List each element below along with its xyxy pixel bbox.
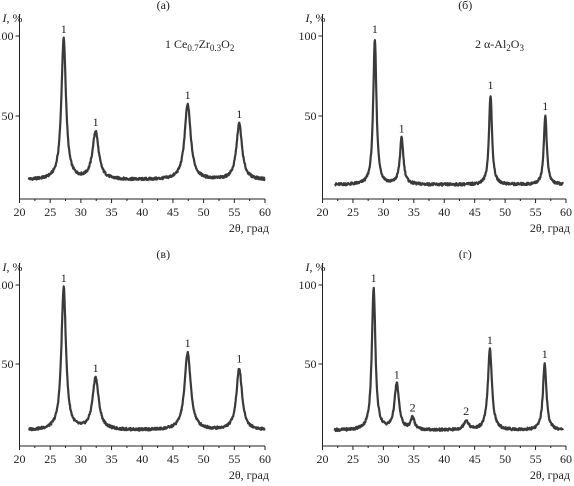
x-tick-label: 45 xyxy=(167,205,179,219)
y-tick-label: 50 xyxy=(305,357,317,371)
y-tick-label: 100 xyxy=(0,29,14,43)
x-tick-label: 35 xyxy=(106,452,118,466)
x-tick-label: 55 xyxy=(228,452,240,466)
panel-label: (в) xyxy=(156,247,170,261)
x-tick-label: 30 xyxy=(75,205,87,219)
peak-label: 1 xyxy=(185,88,191,102)
peak-label: 1 xyxy=(394,368,400,382)
x-tick-label: 35 xyxy=(408,452,420,466)
peak-label: 1 xyxy=(371,271,377,285)
x-tick-label: 55 xyxy=(530,205,542,219)
x-tick-label: 50 xyxy=(198,205,210,219)
diffraction-curve xyxy=(27,36,266,182)
x-tick-label: 30 xyxy=(75,452,87,466)
chart-panel-4: 20 25 30 35 40 45 50 55 60 50 100 I, % 2θ, град (г) 1 1… xyxy=(299,247,573,482)
x-tick-label: 50 xyxy=(499,452,511,466)
y-tick-label: 100 xyxy=(299,278,317,292)
x-tick-label: 45 xyxy=(167,452,179,466)
x-tick-label: 35 xyxy=(408,205,420,219)
diffraction-curve xyxy=(333,39,564,187)
y-axis-label: I, % xyxy=(2,260,23,274)
x-tick-label: 20 xyxy=(317,452,329,466)
x-tick-label: 25 xyxy=(347,452,359,466)
x-tick-label: 60 xyxy=(560,452,572,466)
x-axis-label: 2θ, град xyxy=(229,221,269,235)
peak-label: 1 xyxy=(487,333,493,347)
diffraction-curve xyxy=(27,285,266,432)
series-label: 2 α-Al2O3 xyxy=(475,37,524,53)
x-tick-label: 60 xyxy=(259,452,271,466)
peak-label: 1 xyxy=(372,22,378,36)
panel-label: (а) xyxy=(157,0,170,12)
x-tick-label: 25 xyxy=(44,205,56,219)
x-tick-label: 60 xyxy=(560,205,572,219)
x-axis-label: 2θ, град xyxy=(229,468,269,482)
x-tick-label: 25 xyxy=(347,205,359,219)
diffraction-curve xyxy=(333,286,564,433)
x-axis-label: 2θ, град xyxy=(530,468,570,482)
panel-label: (г) xyxy=(459,247,472,261)
x-tick-label: 35 xyxy=(106,205,118,219)
panel-label: (б) xyxy=(458,0,472,12)
chart-panel-3: 20 25 30 35 40 45 50 55 60 50 100 I, % 2θ, град (в) 1 1… xyxy=(0,247,271,482)
x-tick-label: 25 xyxy=(44,452,56,466)
x-tick-label: 60 xyxy=(259,205,271,219)
peak-label: 2 xyxy=(410,401,416,415)
series-label: 1 Ce0.7Zr0.3O2 xyxy=(165,37,234,53)
peak-label: 1 xyxy=(542,99,548,113)
x-tick-label: 20 xyxy=(14,205,26,219)
peak-label: 1 xyxy=(61,22,67,36)
chart-panel-2: 20 25 30 35 40 45 50 55 60 50 100 I, % 2θ, град (б) 2 … xyxy=(299,0,573,235)
x-tick-label: 40 xyxy=(438,205,450,219)
peak-label: 2 xyxy=(463,404,469,418)
y-axis-label: I, % xyxy=(305,260,326,274)
peak-label: 1 xyxy=(61,271,67,285)
peak-label: 1 xyxy=(542,347,548,361)
peak-label: 1 xyxy=(488,78,494,92)
x-tick-label: 45 xyxy=(469,452,481,466)
y-tick-label: 100 xyxy=(299,29,317,43)
peak-label: 1 xyxy=(236,107,242,121)
x-tick-label: 50 xyxy=(198,452,210,466)
x-tick-label: 20 xyxy=(14,452,26,466)
y-axis-label: I, % xyxy=(2,11,23,25)
x-tick-label: 20 xyxy=(317,205,329,219)
x-tick-label: 55 xyxy=(228,205,240,219)
y-tick-label: 50 xyxy=(305,109,317,123)
x-tick-label: 30 xyxy=(377,205,389,219)
y-tick-label: 100 xyxy=(0,278,14,292)
x-tick-label: 40 xyxy=(438,452,450,466)
x-tick-label: 45 xyxy=(469,205,481,219)
x-tick-label: 55 xyxy=(530,452,542,466)
peak-label: 1 xyxy=(399,121,405,135)
y-tick-label: 50 xyxy=(2,109,14,123)
x-tick-label: 50 xyxy=(499,205,511,219)
x-axis-label: 2θ, град xyxy=(530,221,570,235)
y-axis-label: I, % xyxy=(305,11,326,25)
x-tick-label: 40 xyxy=(136,205,148,219)
peak-label: 1 xyxy=(185,336,191,350)
x-tick-label: 30 xyxy=(377,452,389,466)
y-tick-label: 50 xyxy=(2,357,14,371)
peak-label: 1 xyxy=(236,352,242,366)
chart-panel-1: 20 25 30 35 40 45 50 55 60 50 100 I, % 2θ, град (а) 1 … xyxy=(0,0,271,235)
peak-label: 1 xyxy=(93,115,99,129)
peak-label: 1 xyxy=(93,361,99,375)
x-tick-label: 40 xyxy=(136,452,148,466)
